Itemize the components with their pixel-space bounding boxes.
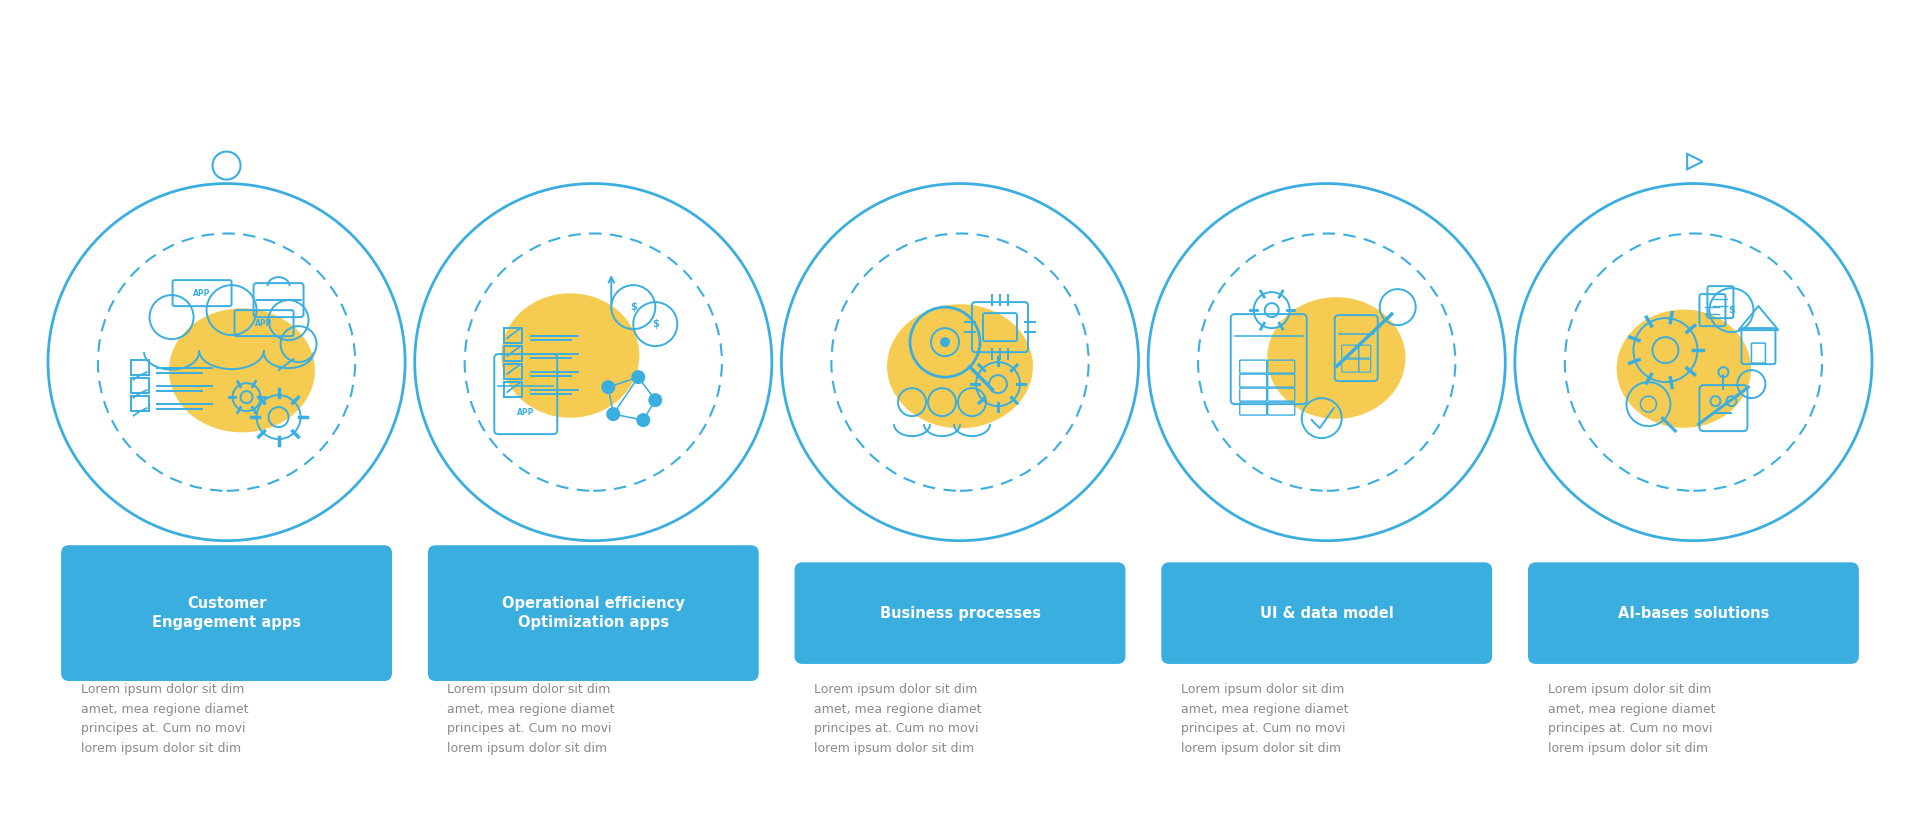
Text: $: $ xyxy=(630,302,637,312)
Text: Lorem ipsum dolor sit dim
amet, mea regione diamet
principes at. Cum no movi
lor: Lorem ipsum dolor sit dim amet, mea regi… xyxy=(1548,683,1715,755)
Text: APP: APP xyxy=(516,407,534,416)
Text: Customer
Engagement apps: Customer Engagement apps xyxy=(152,597,301,630)
Circle shape xyxy=(941,337,950,347)
Text: $: $ xyxy=(1728,305,1736,315)
Text: APP: APP xyxy=(255,319,273,328)
FancyBboxPatch shape xyxy=(61,545,392,681)
Circle shape xyxy=(607,407,620,421)
Ellipse shape xyxy=(169,309,315,432)
FancyBboxPatch shape xyxy=(428,545,758,681)
Ellipse shape xyxy=(501,293,639,418)
Circle shape xyxy=(636,413,651,427)
Text: $: $ xyxy=(653,319,659,329)
FancyBboxPatch shape xyxy=(1528,562,1859,664)
Circle shape xyxy=(601,380,614,394)
Circle shape xyxy=(632,370,645,384)
Ellipse shape xyxy=(1267,297,1405,419)
FancyBboxPatch shape xyxy=(795,562,1125,664)
Ellipse shape xyxy=(1617,309,1751,428)
Text: AI-bases solutions: AI-bases solutions xyxy=(1619,606,1768,621)
FancyBboxPatch shape xyxy=(1162,562,1492,664)
Ellipse shape xyxy=(887,305,1033,428)
Text: Operational efficiency
Optimization apps: Operational efficiency Optimization apps xyxy=(501,597,685,630)
Text: Lorem ipsum dolor sit dim
amet, mea regione diamet
principes at. Cum no movi
lor: Lorem ipsum dolor sit dim amet, mea regi… xyxy=(447,683,614,755)
Text: Business processes: Business processes xyxy=(879,606,1041,621)
Text: APP: APP xyxy=(194,289,211,298)
Circle shape xyxy=(649,393,662,407)
Text: Lorem ipsum dolor sit dim
amet, mea regione diamet
principes at. Cum no movi
lor: Lorem ipsum dolor sit dim amet, mea regi… xyxy=(1181,683,1348,755)
Text: Lorem ipsum dolor sit dim
amet, mea regione diamet
principes at. Cum no movi
lor: Lorem ipsum dolor sit dim amet, mea regi… xyxy=(814,683,981,755)
Text: UI & data model: UI & data model xyxy=(1260,606,1394,621)
Text: Lorem ipsum dolor sit dim
amet, mea regione diamet
principes at. Cum no movi
lor: Lorem ipsum dolor sit dim amet, mea regi… xyxy=(81,683,248,755)
